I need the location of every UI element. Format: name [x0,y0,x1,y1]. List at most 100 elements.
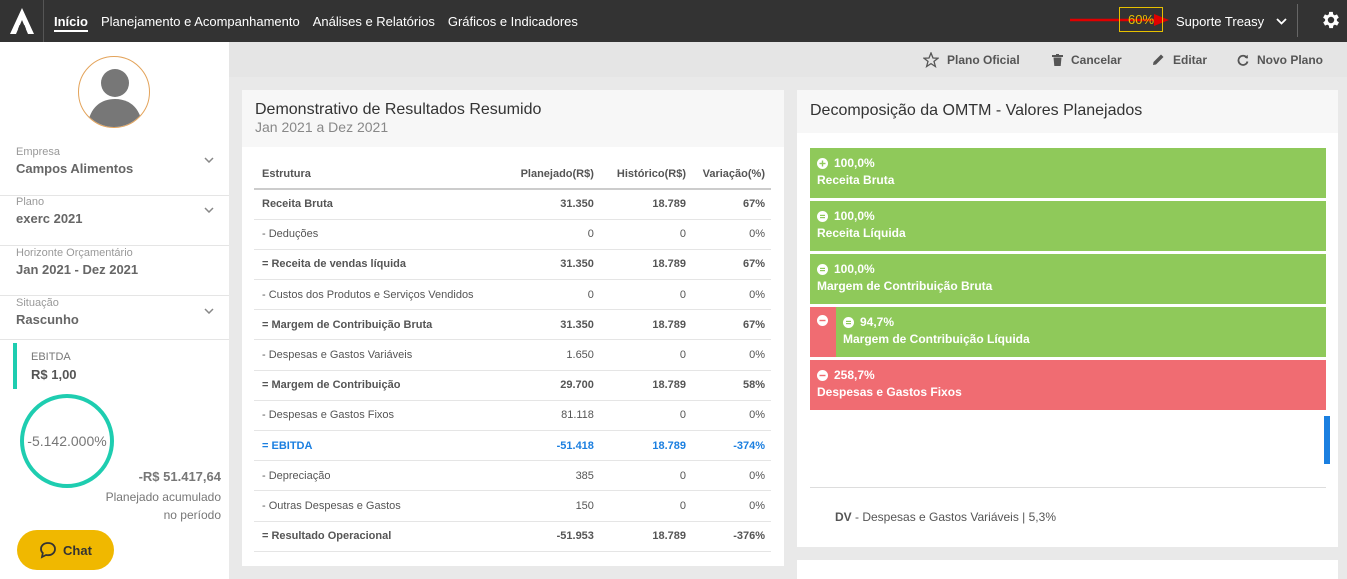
empresa-label: Empresa [16,146,61,158]
ring-value: -5.142.000% [27,433,107,449]
table-row: - Despesas e Gastos Fixos 81.118 0 0% [254,400,771,432]
editar-button[interactable]: Editar [1152,42,1207,77]
refresh-icon [1237,54,1249,66]
gear-icon[interactable] [1320,9,1342,31]
user-avatar-icon [87,69,143,127]
plano-select[interactable]: Plano exerc 2021 [0,196,229,246]
chat-bubble-icon [40,542,56,559]
omtm-name: Despesas e Gastos Fixos [817,385,962,399]
dre-title: Demonstrativo de Resultados Resumido [255,101,542,118]
nav-graficos[interactable]: Gráficos e Indicadores [447,13,578,29]
table-row: = Margem de Contribuição 29.700 18.789 58% [254,369,771,401]
omtm-box-dv-segment[interactable] [810,307,836,357]
user-name: Suporte Treasy [1176,13,1265,29]
table-cell: 18.789 [593,429,686,462]
table-row: = Receita de vendas líquida 31.350 18.789 6… [254,249,771,281]
table-cell: -376% [685,520,771,552]
col-variacao: Variação(%) [685,159,771,190]
user-menu[interactable]: Suporte Treasy [1176,0,1287,42]
plano-value: exerc 2021 [16,211,83,226]
chevron-down-icon [204,207,214,213]
omtm-blue-bar [1324,416,1330,464]
table-cell: 0 [593,460,686,492]
omtm-panel-header: Decomposição da OMTM - Valores Planejado… [797,90,1338,133]
dre-table: Estrutura Planejado(R$) Histórico(R$) Va… [254,159,771,552]
dre-panel-header: Demonstrativo de Resultados Resumido Jan… [242,90,784,147]
table-cell: 0 [593,279,686,311]
table-row: = EBITDA -51.418 18.789 -374% [254,429,771,462]
novo-plano-button[interactable]: Novo Plano [1237,42,1323,77]
table-cell: 0 [593,490,686,522]
table-cell: 0% [685,460,771,492]
table-cell: 58% [685,369,771,401]
table-cell: - Depreciação [254,460,503,492]
omtm-name: Receita Líquida [817,226,906,240]
table-cell: 31.350 [502,309,594,341]
situacao-label: Situação [16,297,59,309]
plano-oficial-label: Plano Oficial [947,52,1020,67]
table-cell: 18.789 [593,369,686,401]
logo-icon [9,8,34,34]
accumulated-label-line2: no período [163,508,221,522]
table-row: - Despesas e Gastos Variáveis 1.650 0 0% [254,339,771,371]
avatar[interactable] [78,56,150,128]
table-cell: = Margem de Contribuição [254,369,503,401]
table-cell: 0 [502,279,594,311]
table-row: = Margem de Contribuição Bruta 31.350 18.7… [254,309,771,341]
cancelar-button[interactable]: Cancelar [1052,42,1122,77]
omtm-box-margem-liquida[interactable]: 94,7% Margem de Contribuição Líquida [836,307,1326,357]
omtm-title: Decomposição da OMTM - Valores Planejado… [810,102,1143,119]
horizonte-value: Jan 2021 - Dez 2021 [16,262,139,277]
app-logo[interactable] [0,0,44,42]
table-cell: 18.789 [593,309,686,341]
chat-label: Chat [63,542,92,558]
accumulated-label-line1: Planejado acumulado [105,490,221,504]
minus-circle-icon [817,315,828,326]
trash-icon [1052,53,1063,66]
table-cell: -51.953 [502,520,594,552]
horizonte-label: Horizonte Orçamentário [16,247,133,259]
omtm-box-despesas-fixos[interactable]: 258,7% Despesas e Gastos Fixos [810,360,1326,410]
col-planejado: Planejado(R$) [502,159,594,190]
horizonte-field: Horizonte Orçamentário Jan 2021 - Dez 20… [0,247,229,296]
arrow-annotation-icon [1070,14,1169,26]
chevron-down-icon [1276,17,1287,25]
plano-label: Plano [16,196,45,208]
omtm-pct: 100,0% [834,209,875,223]
pencil-icon [1153,54,1164,65]
table-cell: 67% [685,189,771,220]
nav-analises[interactable]: Análises e Relatórios [312,13,435,29]
omtm-footer-text: - Despesas e Gastos Variáveis | 5,3% [851,510,1056,524]
table-cell: 0% [685,339,771,371]
ebitda-ring-gauge: -5.142.000% [20,394,114,488]
zoom-indicator[interactable]: 60% [1119,7,1163,32]
empresa-select[interactable]: Empresa Campos Alimentos [0,146,229,196]
situacao-value: Rascunho [16,312,79,327]
table-cell: 0 [502,219,594,250]
col-historico: Histórico(R$) [593,159,686,190]
omtm-pct: 100,0% [834,262,875,276]
table-cell: 67% [685,309,771,341]
table-cell: 0 [593,339,686,371]
table-cell: 1.650 [502,339,594,371]
dre-header-row: Estrutura Planejado(R$) Histórico(R$) Va… [254,159,771,190]
omtm-box-receita-bruta[interactable]: 100,0% Receita Bruta [810,148,1326,198]
table-row: - Outras Despesas e Gastos 150 0 0% [254,490,771,522]
table-cell: Receita Bruta [254,189,503,220]
nav-planejamento[interactable]: Planejamento e Acompanhamento [100,13,300,29]
table-cell: 0 [593,219,686,250]
omtm-name: Margem de Contribuição Líquida [843,332,1030,346]
situacao-select[interactable]: Situação Rascunho [0,297,229,340]
ebitda-value: R$ 1,00 [31,367,77,382]
plano-oficial-button[interactable]: Plano Oficial [923,42,1020,77]
table-cell: 81.118 [502,400,594,432]
equals-circle-icon [843,316,854,328]
omtm-box-receita-liquida[interactable]: 100,0% Receita Líquida [810,201,1326,251]
empresa-value: Campos Alimentos [16,161,134,176]
chat-button[interactable]: Chat [17,530,114,570]
chevron-down-icon [204,308,214,314]
table-cell: - Despesas e Gastos Fixos [254,400,503,432]
omtm-box-margem-bruta[interactable]: 100,0% Margem de Contribuição Bruta [810,254,1326,304]
omtm-panel: Decomposição da OMTM - Valores Planejado… [797,90,1338,547]
nav-inicio[interactable]: Início [54,0,88,42]
